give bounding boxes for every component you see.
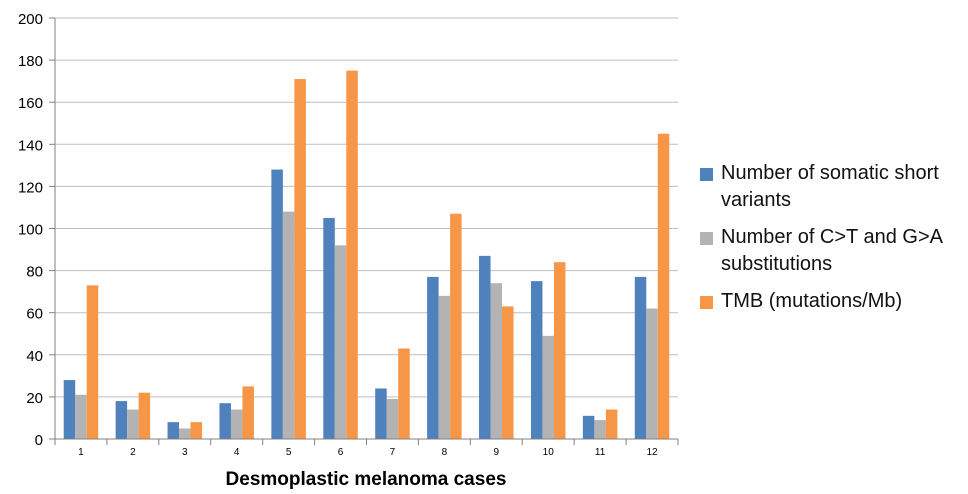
bar-tmb-case-1 [86, 285, 99, 439]
bar-substitutions-case-6 [334, 245, 347, 439]
y-tick-label: 60 [26, 306, 43, 323]
bar-somatic-variants-case-8 [427, 276, 439, 439]
x-tick-label: 5 [286, 447, 292, 458]
legend-label: Number of somatic short variants [721, 162, 939, 211]
legend-item-tmb: TMB (mutations/Mb) [700, 288, 962, 315]
y-tick-label: 120 [18, 179, 43, 196]
bar-tmb-case-5 [294, 79, 306, 440]
bar-substitutions-case-10 [542, 335, 554, 439]
y-tick-label: 20 [26, 390, 43, 407]
legend-label: TMB (mutations/Mb) [721, 290, 903, 312]
x-tick-label: 8 [442, 447, 448, 458]
x-tick-label: 9 [494, 447, 500, 458]
bar-tmb-case-7 [398, 348, 410, 439]
y-tick-label: 160 [18, 95, 43, 112]
legend-item-substitutions: Number of C>T and G>A substitutions [700, 224, 962, 278]
bar-somatic-variants-case-10 [530, 281, 543, 439]
bar-tmb-case-3 [190, 422, 203, 439]
bar-substitutions-case-7 [386, 399, 399, 439]
bar-tmb-case-9 [502, 306, 514, 439]
bar-substitutions-case-1 [75, 394, 87, 439]
bar-somatic-variants-case-3 [167, 422, 180, 439]
y-tick-label: 40 [26, 348, 43, 365]
bar-substitutions-case-12 [646, 308, 658, 439]
y-axis-ticks: 0 20 40 60 80 100 120 140 160 180 200 [18, 11, 43, 449]
legend-swatch-gray [700, 232, 713, 245]
y-tick-label: 180 [18, 53, 43, 70]
bar-tmb-case-8 [450, 213, 462, 439]
x-tick-label: 3 [182, 447, 188, 458]
bar-substitutions-case-2 [127, 409, 139, 439]
legend-swatch-blue [700, 168, 713, 181]
y-tick-label: 80 [26, 264, 43, 281]
x-tick-label: 6 [338, 447, 344, 458]
bar-somatic-variants-case-4 [219, 403, 231, 439]
y-tick-label: 200 [18, 11, 43, 28]
legend-item-somatic-variants: Number of somatic short variants [700, 160, 962, 214]
x-axis-title: Desmoplastic melanoma cases [226, 469, 507, 489]
bar-substitutions-case-4 [230, 409, 243, 439]
bar-somatic-variants-case-1 [63, 380, 76, 439]
y-tick-label: 140 [18, 137, 43, 154]
legend: Number of somatic short variants Number … [700, 160, 962, 325]
x-tick-label: 12 [646, 447, 658, 458]
x-tick-label: 2 [130, 447, 136, 458]
bar-tmb-case-4 [242, 386, 254, 439]
bar-substitutions-case-3 [179, 428, 191, 439]
y-tick-label: 100 [18, 222, 43, 239]
bar-substitutions-case-9 [490, 283, 503, 439]
bar-substitutions-case-5 [282, 211, 295, 439]
x-tick-label: 7 [390, 447, 396, 458]
x-tick-label: 10 [543, 447, 555, 458]
x-tick-label: 1 [78, 447, 84, 458]
legend-label: Number of C>T and G>A substitutions [721, 226, 942, 275]
gridlines [49, 17, 678, 440]
bar-somatic-variants-case-12 [634, 276, 647, 439]
y-tick-label: 0 [35, 432, 43, 449]
bar-substitutions-case-11 [594, 420, 606, 439]
legend-swatch-orange [700, 296, 713, 309]
bar-somatic-variants-case-5 [271, 169, 283, 439]
bar-tmb-case-6 [346, 70, 358, 439]
x-tick-label: 4 [234, 447, 240, 458]
bar-somatic-variants-case-11 [582, 415, 595, 439]
bar-tmb-case-10 [553, 262, 566, 439]
x-tick-label: 11 [595, 447, 606, 458]
bars [63, 70, 670, 440]
bar-somatic-variants-case-7 [375, 388, 387, 439]
bar-somatic-variants-case-9 [479, 255, 491, 439]
bar-tmb-case-2 [138, 392, 151, 439]
bar-substitutions-case-8 [438, 295, 451, 439]
bar-tmb-case-11 [605, 409, 618, 439]
bar-somatic-variants-case-2 [115, 401, 128, 439]
x-axis-ticks: 1 2 3 4 5 6 7 8 9 10 11 12 [54, 438, 679, 458]
bar-somatic-variants-case-6 [323, 217, 335, 439]
bar-tmb-case-12 [657, 133, 670, 439]
